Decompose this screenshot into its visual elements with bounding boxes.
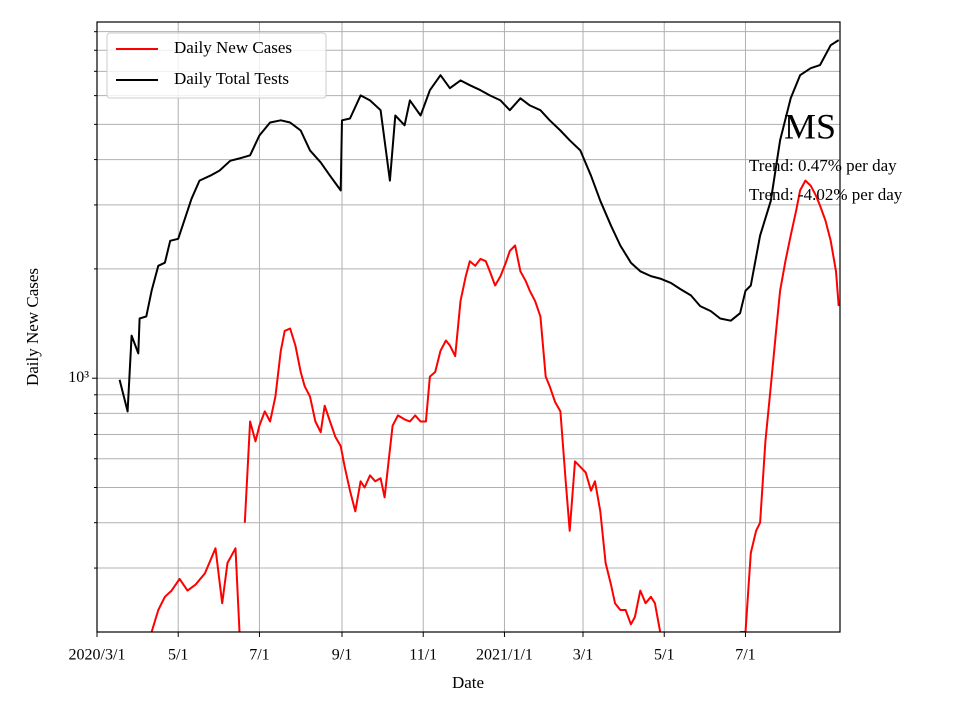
annotation: Trend: 0.47% per day [749,156,897,175]
x-tick-label: 2020/3/1 [69,647,126,664]
ticks: 2020/3/1 5/1 7/1 9/1 11/1 2021/1/1 3/1 5/1 7/1 10… [68,31,756,664]
x-tick-label: 3/1 [573,647,593,664]
x-axis-label: Date [452,673,484,692]
plot-frame [96,21,841,633]
x-tick-label: 7/1 [735,647,755,664]
legend: Daily New Cases Daily Total Tests [106,32,327,99]
series-line [118,39,840,413]
x-tick-label: 2021/1/1 [476,647,533,664]
legend-label: Daily Total Tests [174,69,289,88]
x-tick-label: 9/1 [332,647,352,664]
grid [96,22,840,632]
legend-box [106,32,327,99]
y-tick-label: 10³ [68,369,89,386]
series-line [150,179,840,632]
x-tick-label: 5/1 [654,647,674,664]
x-tick-label: 11/1 [409,647,437,664]
x-tick-label: 5/1 [168,647,188,664]
y-axis-label: Daily New Cases [23,268,42,386]
chart-title: MS [784,106,836,146]
legend-label: Daily New Cases [174,38,292,57]
annotation: Trend: -4.02% per day [749,185,903,204]
plot-area [118,39,840,632]
x-tick-label: 7/1 [249,647,269,664]
